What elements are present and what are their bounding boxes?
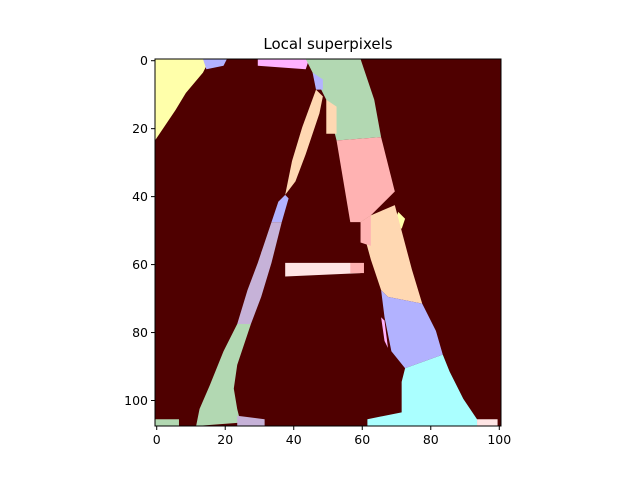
chart-title: Local superpixels bbox=[263, 35, 392, 53]
y-tick-label-1: 20 bbox=[132, 121, 148, 136]
y-tick-label-5: 100 bbox=[124, 393, 148, 408]
x-tick-label-2: 40 bbox=[286, 432, 302, 447]
x-tick-label-5: 100 bbox=[487, 432, 511, 447]
superpixel-segment-6 bbox=[326, 99, 337, 134]
x-tick-label-3: 60 bbox=[354, 432, 370, 447]
y-tick-label-2: 40 bbox=[132, 189, 148, 204]
superpixel-segment-15 bbox=[350, 262, 364, 274]
x-axis: 0 20 40 60 80 100 bbox=[153, 426, 511, 447]
segments-layer bbox=[155, 59, 498, 426]
superpixel-segment-0 bbox=[155, 59, 210, 141]
y-tick-label-4: 80 bbox=[132, 325, 148, 340]
superpixel-segment-11 bbox=[360, 205, 423, 304]
superpixel-segment-8 bbox=[271, 194, 289, 223]
x-tick-label-0: 0 bbox=[153, 432, 161, 447]
plot-area bbox=[154, 58, 502, 427]
y-tick-label-0: 0 bbox=[140, 53, 148, 68]
superpixel-segment-16 bbox=[381, 290, 443, 369]
superpixel-segment-19 bbox=[367, 354, 478, 426]
x-tick-label-4: 80 bbox=[423, 432, 439, 447]
superpixel-segment-12 bbox=[360, 215, 371, 246]
superpixel-segment-4 bbox=[312, 72, 323, 90]
superpixel-segment-5 bbox=[285, 89, 323, 195]
superpixel-segment-7 bbox=[336, 137, 395, 223]
superpixel-segment-13 bbox=[237, 222, 282, 325]
superpixel-segment-18 bbox=[196, 324, 251, 426]
superpixel-segment-22 bbox=[477, 419, 498, 426]
superpixel-segment-2 bbox=[257, 59, 310, 70]
superpixel-segment-20 bbox=[237, 415, 265, 426]
y-axis: 0 20 40 60 80 100 bbox=[124, 53, 155, 408]
superpixel-segment-1 bbox=[202, 59, 227, 70]
superpixel-segment-14 bbox=[285, 262, 361, 277]
superpixel-segment-17 bbox=[381, 317, 388, 348]
y-tick-label-3: 60 bbox=[132, 257, 148, 272]
axes-frame bbox=[154, 58, 502, 427]
superpixel-segment-3 bbox=[305, 59, 382, 141]
x-tick-label-1: 20 bbox=[217, 432, 233, 447]
superpixel-segment-21 bbox=[155, 419, 179, 426]
